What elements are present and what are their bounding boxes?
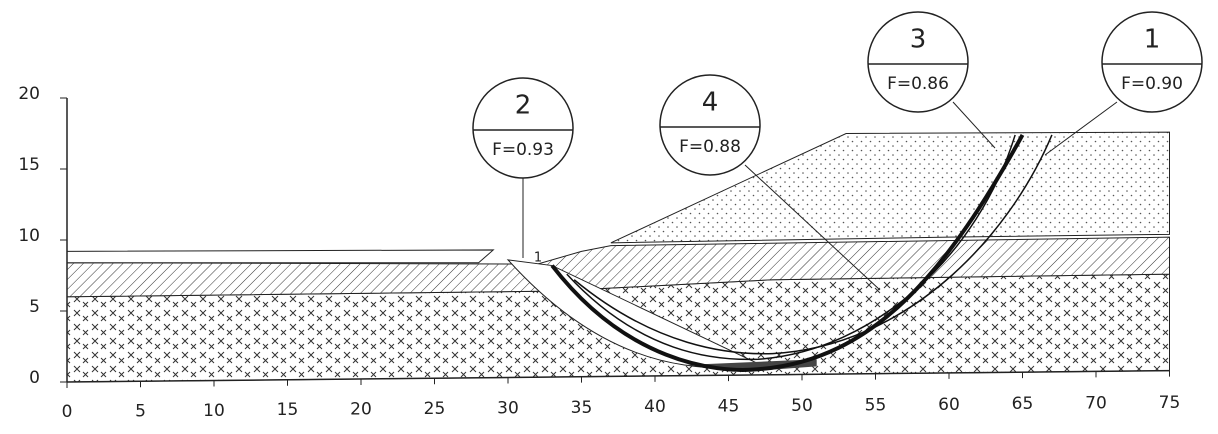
safety-factor: F=0.93 xyxy=(492,140,554,160)
surface-number: 3 xyxy=(910,25,927,55)
surface-number: 2 xyxy=(515,91,532,121)
top-layer xyxy=(67,250,493,263)
safety-factor: F=0.86 xyxy=(887,74,949,94)
x-tick-label: 25 xyxy=(424,399,446,419)
safety-factor: F=0.88 xyxy=(679,137,741,157)
x-tick-label: 75 xyxy=(1159,393,1181,413)
x-tick-label: 60 xyxy=(938,395,960,415)
x-tick-label: 30 xyxy=(497,398,519,418)
y-tick-label: 5 xyxy=(29,297,40,317)
surface-number: 1 xyxy=(1144,25,1161,55)
x-tick-label: 35 xyxy=(571,398,593,418)
x-tick-label: 45 xyxy=(718,397,740,417)
y-tick-label: 15 xyxy=(18,155,40,175)
y-tick-label: 20 xyxy=(18,84,40,104)
surface-number: 4 xyxy=(702,88,719,118)
page: 051015202530354045505560657075051015201 … xyxy=(0,0,1218,430)
x-tick-label: 65 xyxy=(1012,394,1034,414)
x-tick-label: 40 xyxy=(644,397,666,417)
x-tick-label: 5 xyxy=(135,401,146,421)
safety-factor: F=0.90 xyxy=(1121,74,1183,94)
cross-section: 051015202530354045505560657075051015201 … xyxy=(0,0,1218,430)
y-tick-label: 10 xyxy=(18,226,40,246)
x-tick-label: 70 xyxy=(1085,394,1107,414)
x-tick-label: 10 xyxy=(203,401,225,421)
x-tick-label: 55 xyxy=(865,395,887,415)
water-marker: 1 xyxy=(534,251,542,266)
x-tick-label: 50 xyxy=(791,396,813,416)
x-tick-label: 20 xyxy=(350,400,372,420)
x-tick-label: 15 xyxy=(277,400,299,420)
x-tick-label: 0 xyxy=(62,402,73,422)
y-tick-label: 0 xyxy=(29,368,40,388)
